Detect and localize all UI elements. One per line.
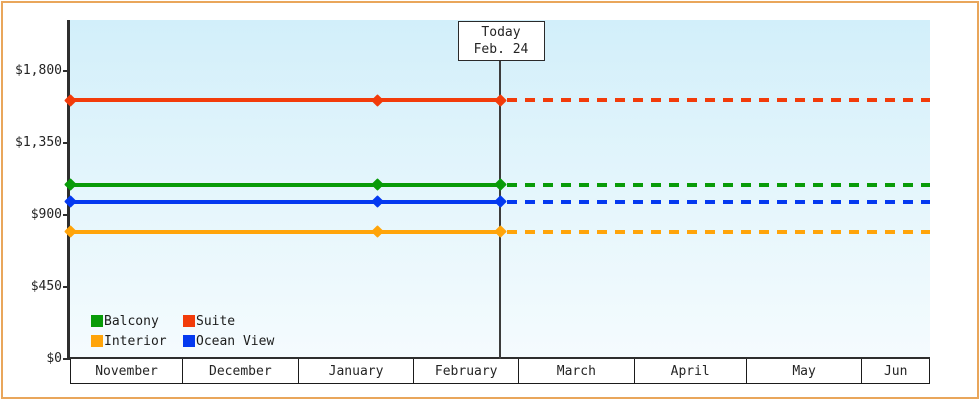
series-line-solid-suite xyxy=(70,98,500,103)
y-axis-label: $1,800 xyxy=(15,63,62,79)
y-axis-label: $0 xyxy=(46,351,62,366)
legend-item-suite: Suite xyxy=(183,313,274,329)
legend-label: Interior xyxy=(104,333,167,349)
series-line-dashed-balcony xyxy=(507,182,930,187)
y-axis-label: $1,350 xyxy=(15,135,62,151)
series-line-dashed-interior xyxy=(507,229,930,234)
x-axis-line xyxy=(67,357,930,359)
legend-label: Suite xyxy=(196,313,236,329)
y-axis-tick xyxy=(63,70,70,73)
legend-label: Ocean View xyxy=(196,333,275,349)
x-axis-month-december: December xyxy=(182,359,298,383)
series-line-dashed-suite xyxy=(507,98,930,103)
x-axis-month-january: January xyxy=(297,359,414,383)
legend-swatch-interior xyxy=(91,335,103,347)
legend-item-balcony: Balcony xyxy=(91,313,183,329)
legend-swatch-balcony xyxy=(91,315,103,327)
x-axis-month-jun: Jun xyxy=(861,359,929,383)
x-axis-month-march: March xyxy=(518,359,634,383)
legend-item-interior: Interior xyxy=(91,333,183,349)
x-axis-month-february: February xyxy=(413,359,518,383)
series-line-solid-interior xyxy=(70,229,500,234)
y-axis-tick xyxy=(63,358,70,360)
legend-swatch-ocean-view xyxy=(183,335,195,347)
y-axis-tick xyxy=(63,214,70,217)
x-axis-month-april: April xyxy=(633,359,746,383)
y-axis-label: $900 xyxy=(30,207,62,223)
legend-label: Balcony xyxy=(104,313,159,329)
today-label: Today xyxy=(481,25,521,40)
x-axis-month-may: May xyxy=(745,359,862,383)
x-axis-month-table: November December January February March Apri… xyxy=(70,359,930,384)
y-axis-tick xyxy=(63,142,70,145)
legend: Balcony Suite Interior Ocean View xyxy=(91,313,275,349)
x-axis-month-november: November xyxy=(95,363,158,379)
series-line-dashed-ocean-view xyxy=(507,199,930,204)
y-axis-tick xyxy=(63,286,70,289)
today-date: Feb. 24 xyxy=(473,42,529,57)
series-line-solid-balcony xyxy=(70,182,500,187)
legend-swatch-suite xyxy=(183,315,195,327)
today-annotation-box: Today Feb. 24 xyxy=(457,21,545,61)
series-line-solid-ocean-view xyxy=(70,199,500,204)
today-line xyxy=(499,59,501,359)
y-axis-label: $450 xyxy=(30,279,62,295)
legend-item-ocean-view: Ocean View xyxy=(183,333,275,349)
